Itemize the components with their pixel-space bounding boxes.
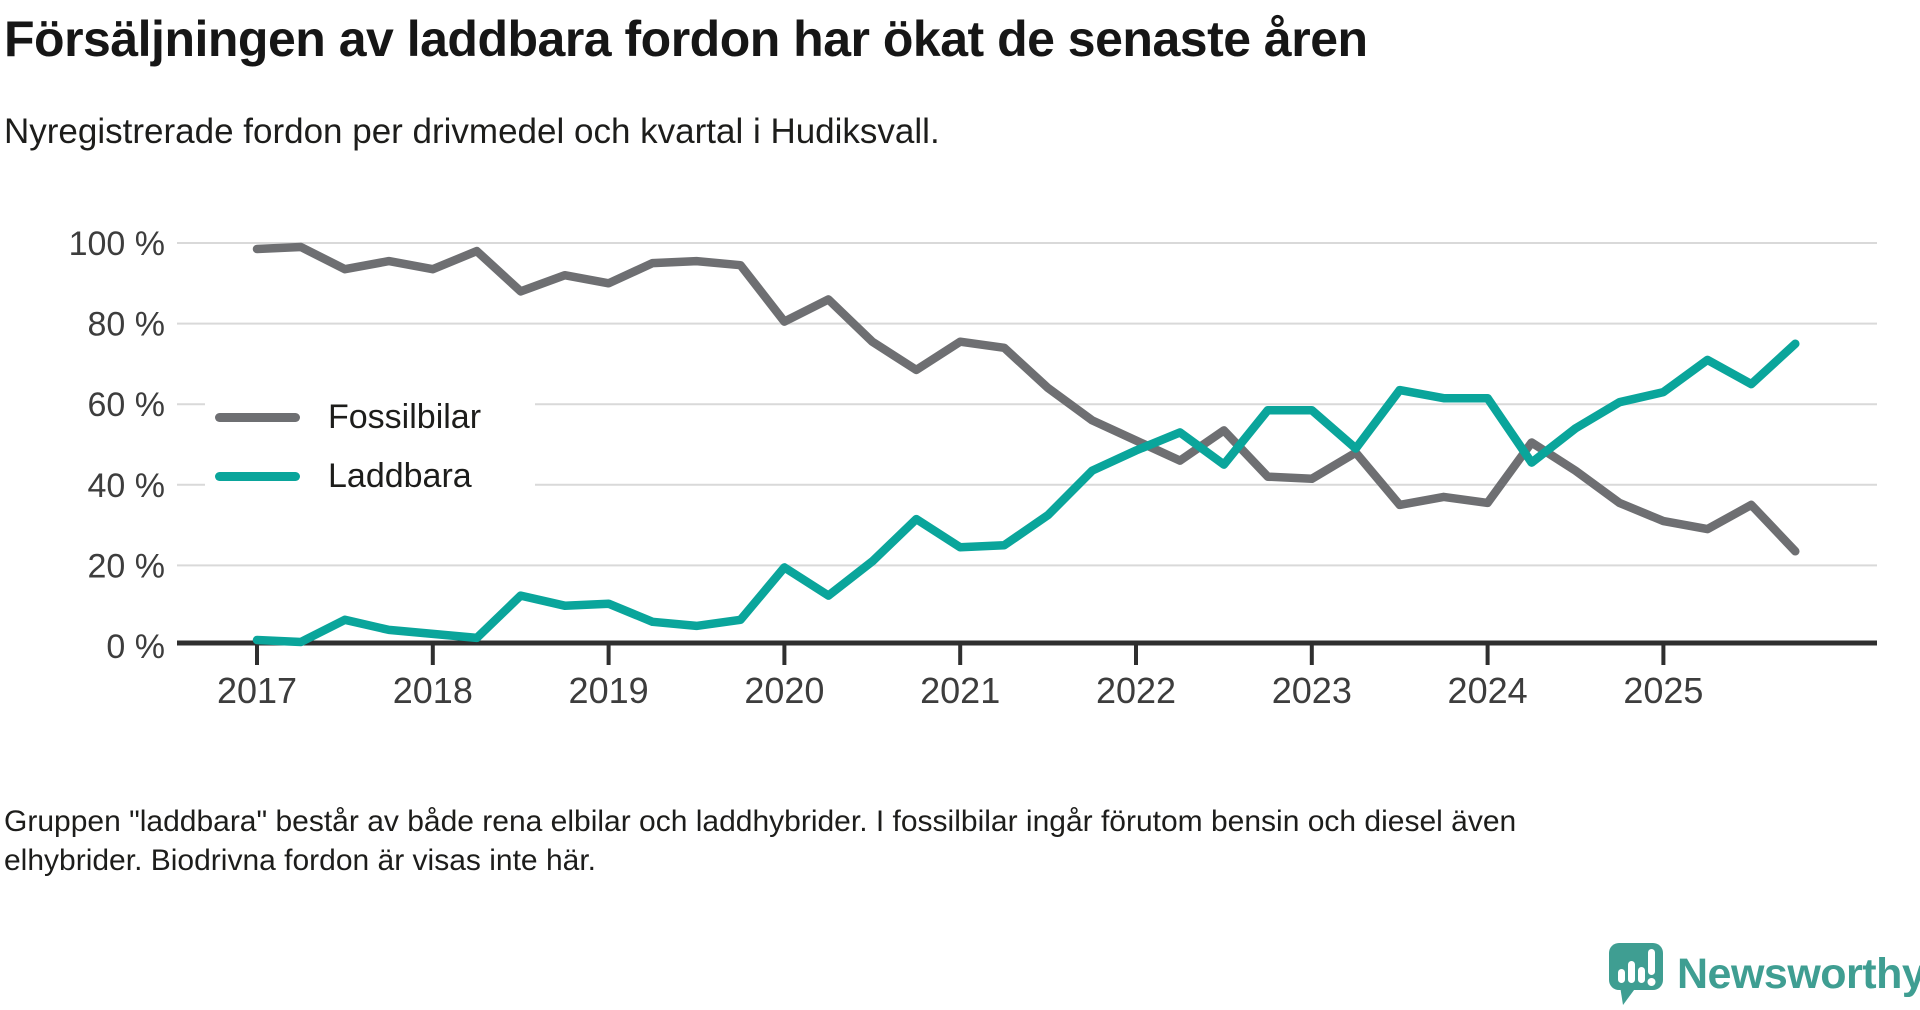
newsworthy-logo: Newsworthy xyxy=(1608,942,1920,1006)
speech-bubble-chart-icon xyxy=(1609,943,1663,1005)
y-tick-label-20: 20 % xyxy=(88,547,166,585)
legend-label-laddbara: Laddbara xyxy=(328,457,472,495)
y-tick-label-100: 100 % xyxy=(69,225,165,263)
bar-3 xyxy=(1638,967,1645,983)
legend-item-laddbara: Laddbara xyxy=(215,457,535,496)
legend-swatch-fossilbilar xyxy=(215,413,300,422)
y-tick-label-0: 0 % xyxy=(106,628,165,666)
brand-wordmark: Newsworthy xyxy=(1677,949,1920,998)
exclamation-dot xyxy=(1647,978,1656,986)
x-tick-label-2017: 2017 xyxy=(217,670,297,711)
y-tick-label-60: 60 % xyxy=(88,386,166,424)
legend-item-fossilbilar: Fossilbilar xyxy=(215,398,535,437)
footnote-line-2: elhybrider. Biodrivna fordon är visas in… xyxy=(4,844,596,877)
x-tick-label-2020: 2020 xyxy=(744,670,824,711)
bar-2 xyxy=(1628,961,1635,983)
legend-swatch-laddbara xyxy=(215,472,300,481)
x-tick-label-2018: 2018 xyxy=(393,670,473,711)
y-tick-label-80: 80 % xyxy=(88,306,166,344)
page-subtitle: Nyregistrerade fordon per drivmedel och … xyxy=(4,112,940,151)
footnote: Gruppen "laddbara" består av både rena e… xyxy=(4,802,1884,880)
bar-1 xyxy=(1618,969,1625,983)
legend: Fossilbilar Laddbara xyxy=(205,388,535,508)
x-tick-label-2019: 2019 xyxy=(569,670,649,711)
legend-label-fossilbilar: Fossilbilar xyxy=(328,398,482,436)
x-tick-label-2021: 2021 xyxy=(920,670,1000,711)
series-line-fossilbilar xyxy=(252,242,1800,556)
x-tick-label-2025: 2025 xyxy=(1623,670,1703,711)
x-tick-label-2023: 2023 xyxy=(1272,670,1352,711)
x-tick-label-2024: 2024 xyxy=(1448,670,1528,711)
page-title: Försäljningen av laddbara fordon har öka… xyxy=(4,11,1368,67)
y-tick-label-40: 40 % xyxy=(88,467,166,505)
series-line-laddbara xyxy=(252,339,1800,647)
exclamation-stem xyxy=(1648,949,1655,975)
x-tick-label-2022: 2022 xyxy=(1096,670,1176,711)
bubble-tail xyxy=(1620,986,1637,1005)
footnote-line-1: Gruppen "laddbara" består av både rena e… xyxy=(4,805,1517,838)
